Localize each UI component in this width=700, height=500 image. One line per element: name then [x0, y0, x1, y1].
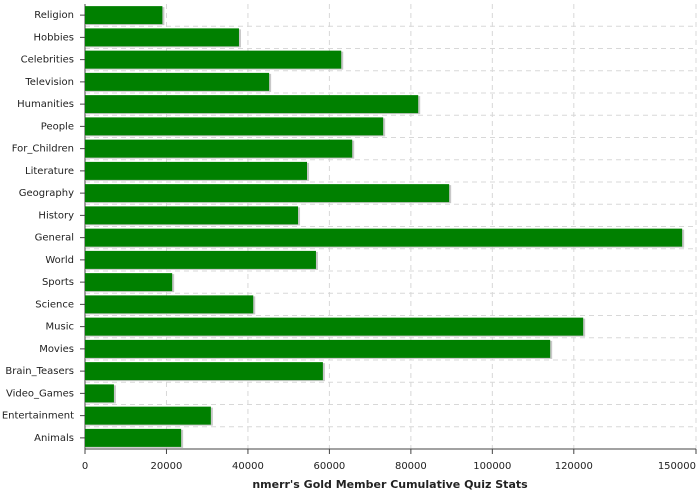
- bar: [85, 6, 163, 25]
- x-tick-label: 60000: [313, 461, 345, 472]
- bar: [85, 317, 584, 336]
- y-tick-label: Geography: [19, 188, 74, 199]
- bar: [85, 161, 307, 180]
- bar: [85, 250, 316, 269]
- chart-title: nmerr's Gold Member Cumulative Quiz Stat…: [252, 478, 528, 491]
- bar: [85, 184, 450, 203]
- bar: [85, 273, 173, 292]
- x-tick-label: 40000: [232, 461, 264, 472]
- y-tick-label: Music: [46, 322, 74, 333]
- bar: [85, 228, 683, 247]
- y-tick-label: People: [41, 121, 74, 132]
- y-tick-label: Entertainment: [2, 411, 74, 422]
- bar: [85, 295, 254, 314]
- y-tick-label: Religion: [34, 10, 74, 21]
- x-tick-label: 80000: [395, 461, 427, 472]
- bar: [85, 406, 211, 425]
- bar: [85, 28, 239, 47]
- y-tick-label: Animals: [34, 433, 74, 444]
- y-tick-label: Humanities: [17, 99, 74, 110]
- y-tick-label: Hobbies: [34, 32, 74, 43]
- bar: [85, 362, 323, 381]
- y-tick-label: Brain_Teasers: [5, 366, 74, 377]
- y-tick-label: Sports: [42, 277, 74, 288]
- y-tick-label: History: [38, 210, 74, 221]
- bar: [85, 72, 270, 91]
- x-tick-label: 120000: [555, 461, 593, 472]
- y-tick-label: Science: [35, 299, 74, 310]
- y-tick-label: For_Children: [12, 144, 74, 155]
- bar: [85, 339, 551, 358]
- bar: [85, 428, 182, 447]
- y-tick-label: Celebrities: [21, 55, 74, 66]
- y-tick-label: World: [45, 255, 74, 266]
- bar: [85, 384, 114, 403]
- y-tick-label: Literature: [25, 166, 74, 177]
- y-tick-label: Movies: [39, 344, 74, 355]
- bar: [85, 50, 342, 69]
- x-tick-label: 0: [82, 461, 88, 472]
- bar: [85, 95, 419, 114]
- bar: [85, 139, 353, 158]
- bar: [85, 206, 299, 225]
- y-tick-label: General: [35, 233, 74, 244]
- y-tick-label: Television: [24, 77, 74, 88]
- x-tick-label: 100000: [473, 461, 511, 472]
- x-tick-label: 20000: [151, 461, 183, 472]
- x-tick-label: 150000: [658, 461, 696, 472]
- y-tick-label: Video_Games: [6, 388, 74, 399]
- bar: [85, 117, 384, 136]
